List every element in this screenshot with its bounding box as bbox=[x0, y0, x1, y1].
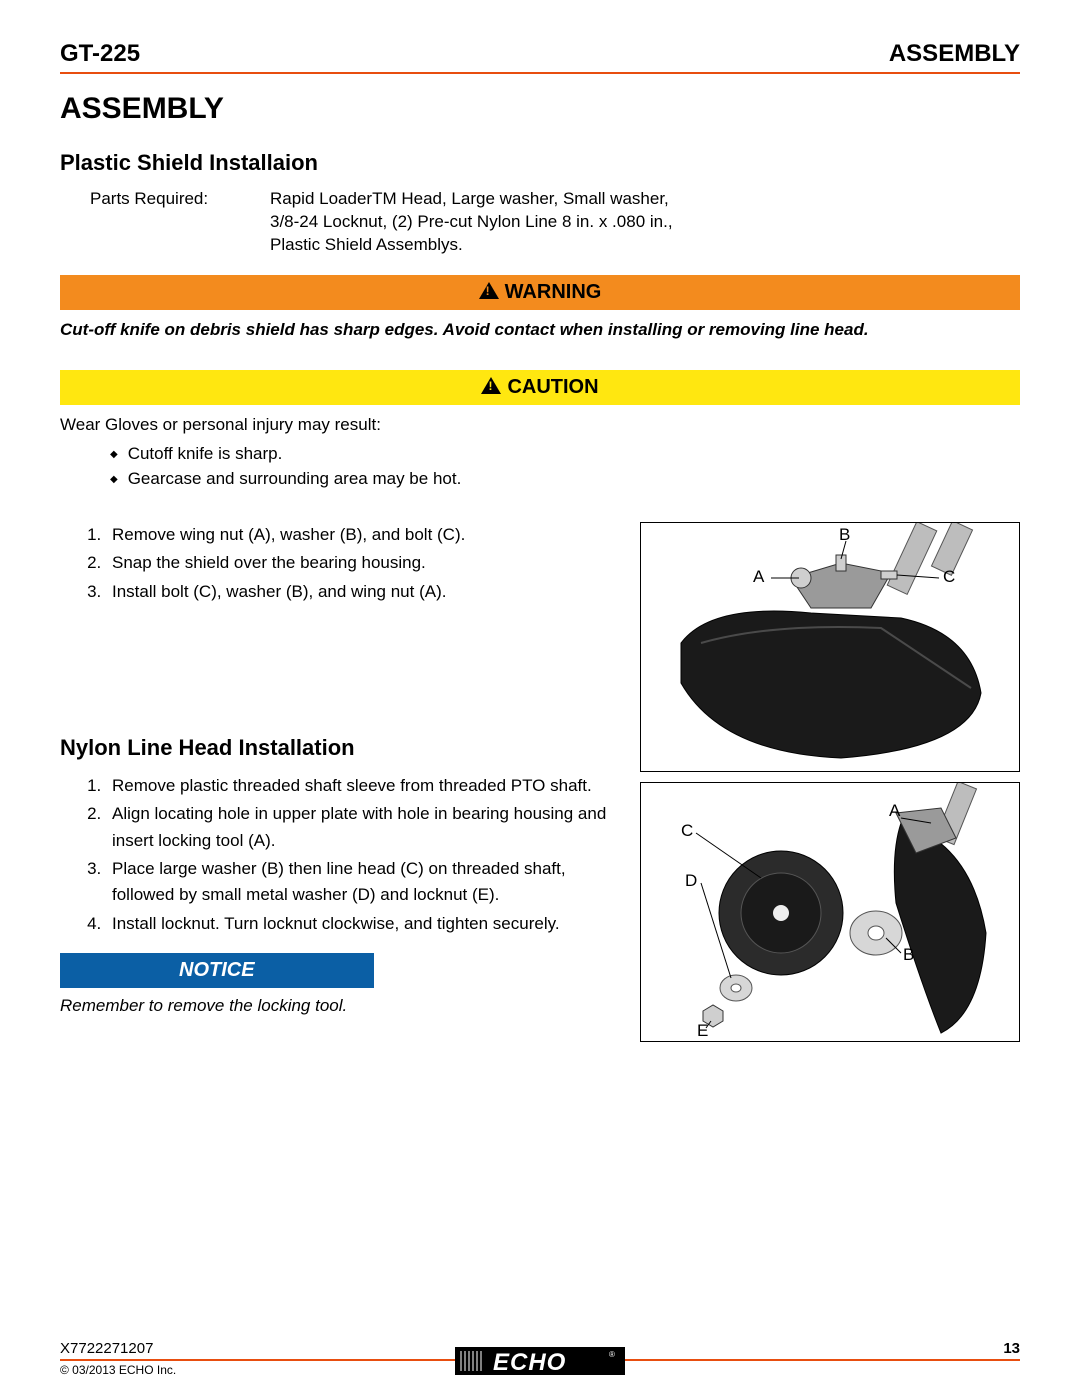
warning-text: Cut-off knife on debris shield has sharp… bbox=[60, 320, 1020, 340]
fig1-label-b: B bbox=[839, 525, 850, 545]
svg-text:®: ® bbox=[609, 1350, 615, 1359]
shield-steps-row: Remove wing nut (A), washer (B), and bol… bbox=[60, 522, 1020, 1042]
fig2-label-d: D bbox=[685, 871, 697, 891]
parts-required-row: Parts Required: Rapid LoaderTM Head, Lar… bbox=[90, 188, 1020, 257]
shield-section-title: Plastic Shield Installaion bbox=[60, 150, 1020, 176]
page-number: 13 bbox=[1003, 1340, 1020, 1357]
shield-steps: Remove wing nut (A), washer (B), and bol… bbox=[60, 522, 620, 605]
caution-icon bbox=[481, 377, 501, 394]
page-footer: X7722271207 ECHO ® 13 © 03/2013 ECHO Inc… bbox=[60, 1340, 1020, 1377]
step-item: Place large washer (B) then line head (C… bbox=[106, 856, 620, 909]
caution-label: CAUTION bbox=[507, 376, 598, 398]
step-item: Remove wing nut (A), washer (B), and bol… bbox=[106, 522, 620, 548]
step-item: Install bolt (C), washer (B), and wing n… bbox=[106, 579, 620, 605]
figure-linehead: A B C D E bbox=[640, 782, 1020, 1042]
warning-banner: WARNING bbox=[60, 275, 1020, 310]
nylon-steps: Remove plastic threaded shaft sleeve fro… bbox=[60, 773, 620, 937]
caution-banner: CAUTION bbox=[60, 370, 1020, 405]
main-title: ASSEMBLY bbox=[60, 92, 1020, 126]
fig1-label-c: C bbox=[943, 567, 955, 587]
manual-page: GT-225 ASSEMBLY ASSEMBLY Plastic Shield … bbox=[0, 0, 1080, 1397]
notice-banner: NOTICE bbox=[60, 953, 374, 988]
notice-text: Remember to remove the locking tool. bbox=[60, 996, 620, 1016]
model-number: GT-225 bbox=[60, 40, 140, 68]
parts-required-label: Parts Required: bbox=[90, 188, 270, 257]
figure-shield: A B C bbox=[640, 522, 1020, 772]
caution-item: Gearcase and surrounding area may be hot… bbox=[110, 466, 1020, 492]
step-item: Remove plastic threaded shaft sleeve fro… bbox=[106, 773, 620, 799]
echo-logo: ECHO ® bbox=[455, 1343, 625, 1379]
warning-label: WARNING bbox=[505, 281, 602, 303]
nylon-section-title: Nylon Line Head Installation bbox=[60, 735, 620, 761]
page-header: GT-225 ASSEMBLY bbox=[60, 40, 1020, 74]
caution-lead: Wear Gloves or personal injury may resul… bbox=[60, 415, 1020, 435]
fig2-label-c: C bbox=[681, 821, 693, 841]
section-name: ASSEMBLY bbox=[889, 40, 1020, 68]
fig2-label-a: A bbox=[889, 801, 900, 821]
footer-top: X7722271207 ECHO ® 13 bbox=[60, 1340, 1020, 1361]
linehead-diagram-svg bbox=[641, 783, 1020, 1042]
shield-diagram-svg bbox=[641, 523, 1020, 772]
step-item: Install locknut. Turn locknut clockwise,… bbox=[106, 911, 620, 937]
caution-item: Cutoff knife is sharp. bbox=[110, 441, 1020, 467]
fig2-label-b: B bbox=[903, 945, 914, 965]
warning-icon bbox=[479, 282, 499, 299]
doc-id: X7722271207 bbox=[60, 1340, 153, 1357]
caution-list: Cutoff knife is sharp. Gearcase and surr… bbox=[60, 441, 1020, 492]
fig1-label-a: A bbox=[753, 567, 764, 587]
svg-text:ECHO: ECHO bbox=[493, 1349, 566, 1376]
step-item: Snap the shield over the bearing housing… bbox=[106, 550, 620, 576]
fig2-label-e: E bbox=[697, 1021, 708, 1041]
parts-required-value: Rapid LoaderTM Head, Large washer, Small… bbox=[270, 188, 690, 257]
step-item: Align locating hole in upper plate with … bbox=[106, 801, 620, 854]
notice-label: NOTICE bbox=[179, 959, 255, 981]
